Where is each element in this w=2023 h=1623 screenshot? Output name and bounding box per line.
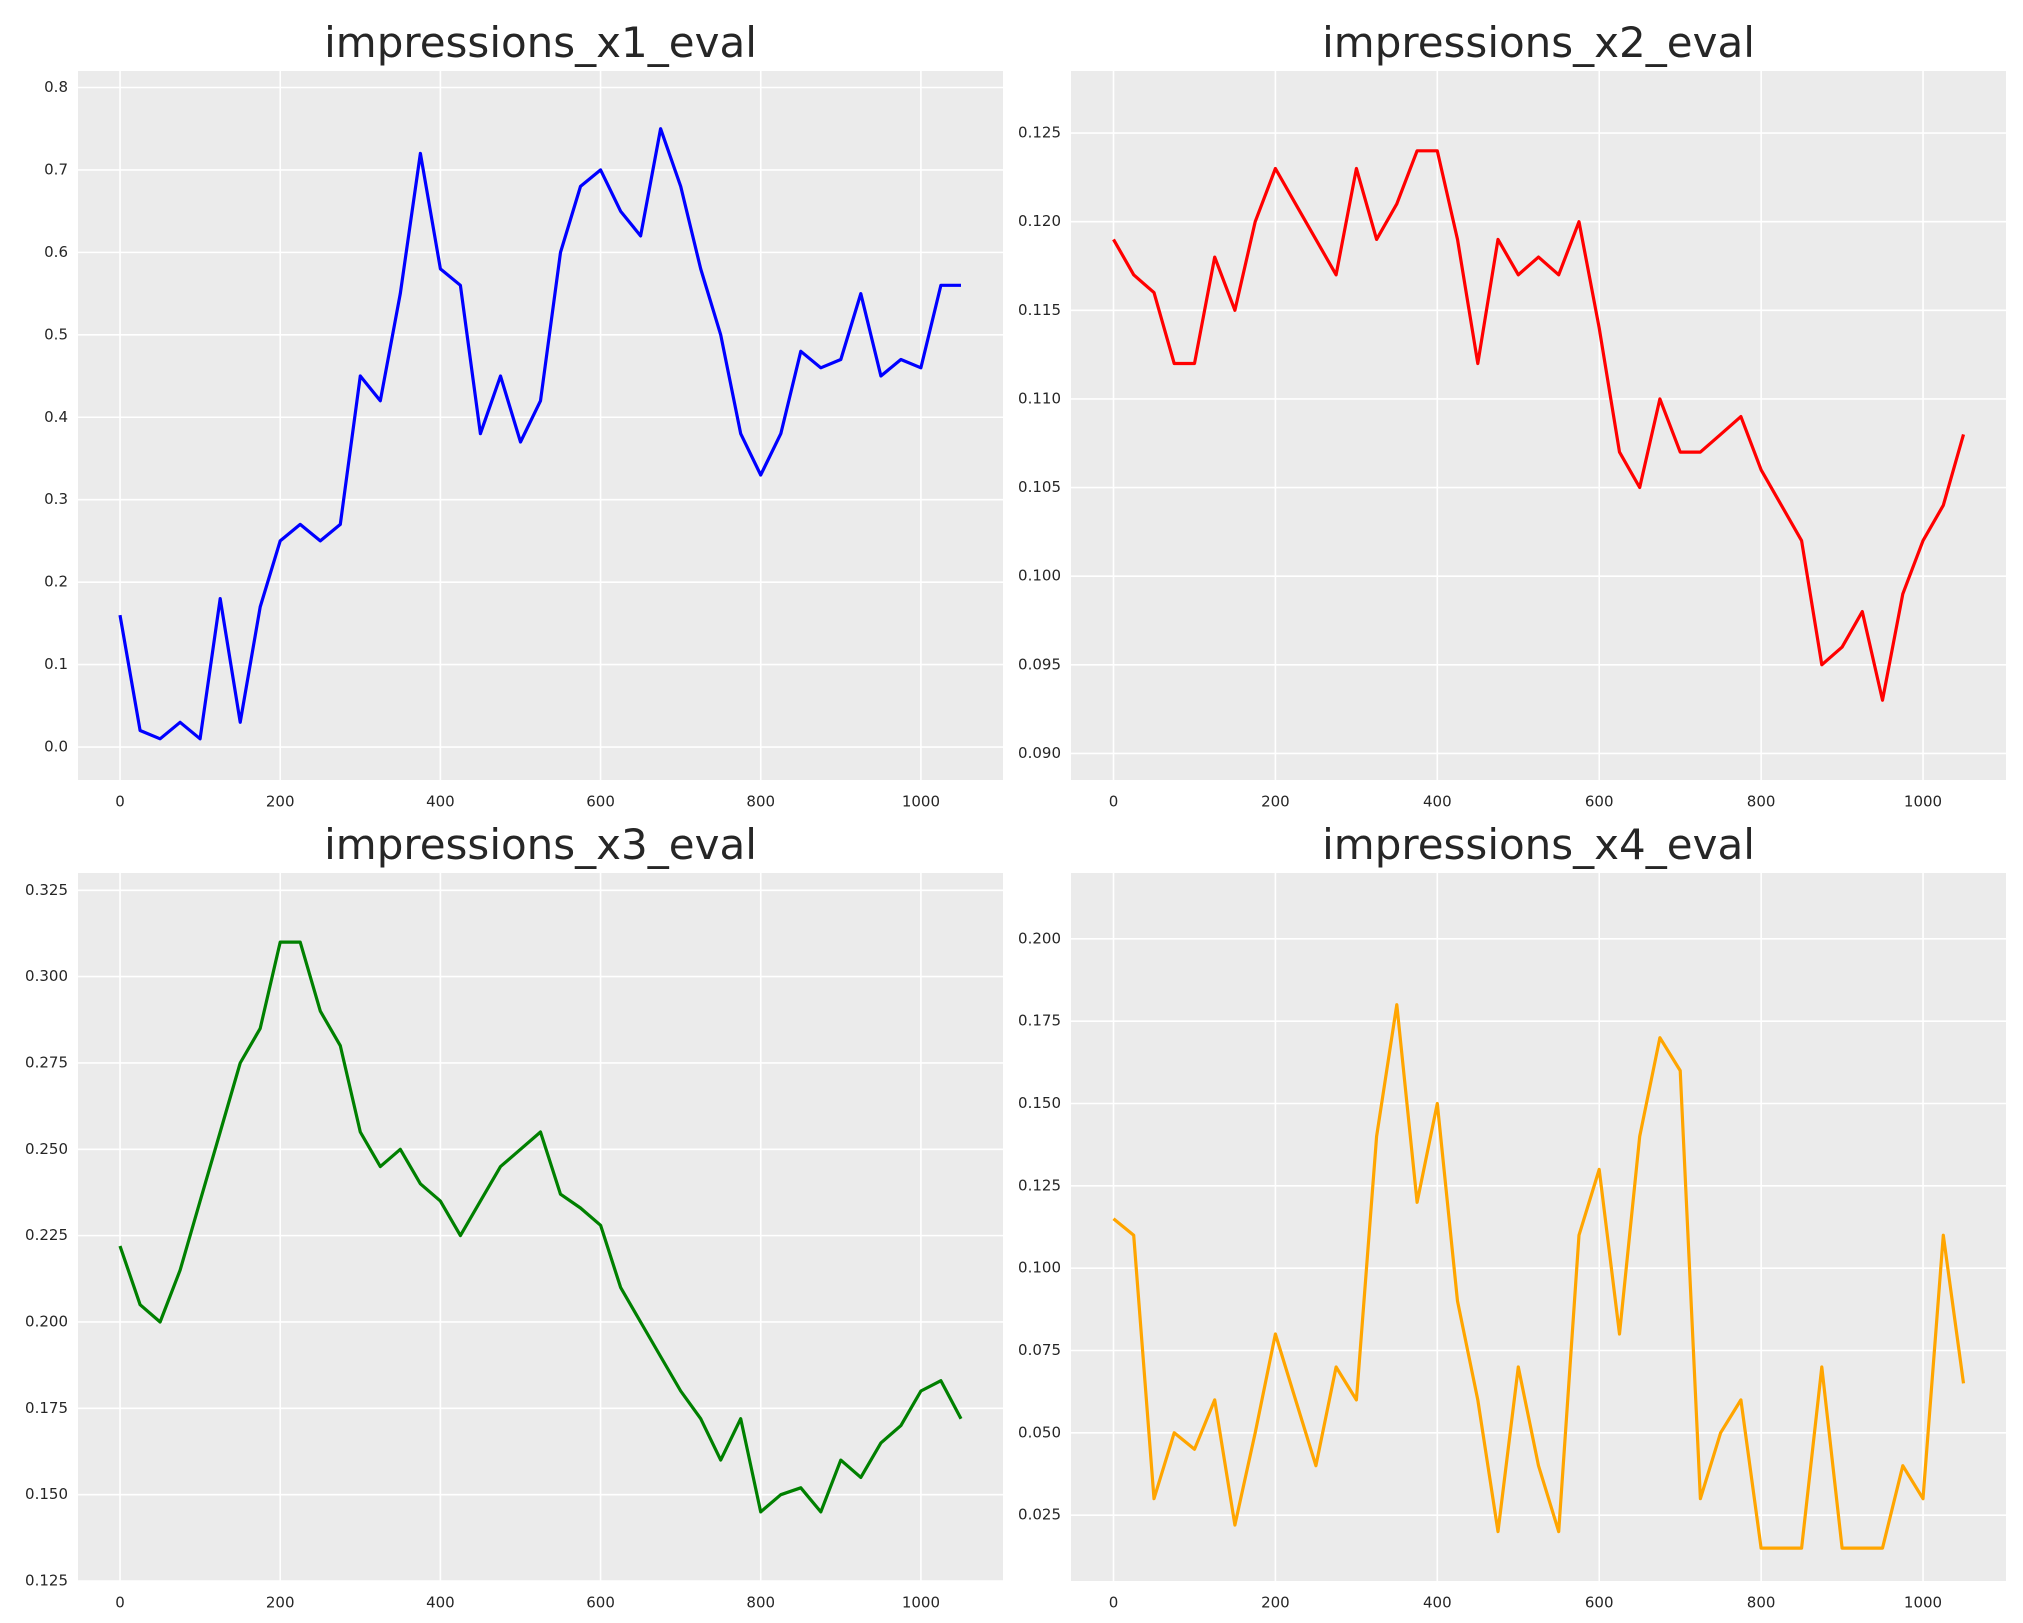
x-tick-label: 800 — [746, 793, 775, 811]
x-tick-label: 200 — [266, 793, 295, 811]
y-tick-label: 0.3 — [44, 490, 68, 508]
y-tick-label: 0.4 — [44, 408, 68, 426]
x-tick-label: 1000 — [1904, 1594, 1942, 1612]
x-tick-label: 200 — [266, 1594, 295, 1612]
y-tick-label: 0.250 — [25, 1140, 68, 1158]
y-tick-label: 0.2 — [44, 573, 68, 591]
y-tick-label: 0.225 — [25, 1226, 68, 1244]
y-tick-label: 0.090 — [1018, 744, 1061, 762]
plot-area — [78, 873, 1003, 1581]
y-tick-label: 0.6 — [44, 243, 68, 261]
x-tick-label: 0 — [1109, 793, 1119, 811]
y-tick-label: 0.8 — [44, 78, 68, 96]
x-tick-label: 600 — [1585, 793, 1614, 811]
y-tick-label: 0.025 — [1018, 1506, 1061, 1524]
y-tick-label: 0.120 — [1018, 212, 1061, 230]
x-tick-label: 1000 — [902, 793, 940, 811]
x-tick-label: 400 — [1423, 793, 1452, 811]
x-tick-label: 600 — [586, 1594, 615, 1612]
chart-title: impressions_x4_eval — [1322, 820, 1755, 869]
y-tick-label: 0.200 — [1018, 929, 1061, 947]
y-tick-label: 0.5 — [44, 325, 68, 343]
x-tick-label: 0 — [115, 793, 125, 811]
x-tick-label: 200 — [1261, 1594, 1290, 1612]
y-tick-label: 0.105 — [1018, 478, 1061, 496]
x-tick-label: 800 — [1747, 793, 1776, 811]
x-tick-label: 1000 — [902, 1594, 940, 1612]
plot-area — [1071, 873, 2006, 1581]
plot-area — [78, 71, 1003, 780]
y-tick-label: 0.275 — [25, 1053, 68, 1071]
y-tick-label: 0.150 — [1018, 1094, 1061, 1112]
y-tick-label: 0.115 — [1018, 301, 1061, 319]
y-tick-label: 0.150 — [25, 1485, 68, 1503]
y-tick-label: 0.100 — [1018, 1259, 1061, 1277]
x-tick-label: 400 — [426, 1594, 455, 1612]
x-tick-label: 0 — [1109, 1594, 1119, 1612]
chart-title: impressions_x1_eval — [324, 18, 757, 67]
data-line — [1112, 149, 1966, 702]
y-tick-label: 0.075 — [1018, 1341, 1061, 1359]
y-tick-label: 0.200 — [25, 1312, 68, 1330]
x-tick-label: 400 — [426, 793, 455, 811]
x-tick-label: 600 — [586, 793, 615, 811]
y-tick-label: 0.175 — [25, 1399, 68, 1417]
y-tick-label: 0.110 — [1018, 389, 1061, 407]
x-tick-label: 800 — [746, 1594, 775, 1612]
data-line — [118, 940, 963, 1514]
y-tick-label: 0.100 — [1018, 567, 1061, 585]
y-tick-label: 0.325 — [25, 881, 68, 899]
plot-area — [1071, 71, 2006, 780]
x-tick-label: 800 — [1747, 1594, 1776, 1612]
y-tick-label: 0.175 — [1018, 1012, 1061, 1030]
y-tick-label: 0.125 — [1018, 124, 1061, 142]
y-tick-label: 0.1 — [44, 655, 68, 673]
chart-title: impressions_x2_eval — [1322, 18, 1755, 67]
y-tick-label: 0.050 — [1018, 1423, 1061, 1441]
data-line — [1112, 1003, 1966, 1550]
x-tick-label: 400 — [1423, 1594, 1452, 1612]
y-tick-label: 0.0 — [44, 738, 68, 756]
y-tick-label: 0.300 — [25, 967, 68, 985]
x-tick-label: 0 — [115, 1594, 125, 1612]
y-tick-label: 0.7 — [44, 160, 68, 178]
x-tick-label: 600 — [1585, 1594, 1614, 1612]
x-tick-label: 200 — [1261, 793, 1290, 811]
x-tick-label: 1000 — [1904, 793, 1942, 811]
data-line — [118, 127, 961, 741]
y-tick-label: 0.095 — [1018, 655, 1061, 673]
y-tick-label: 0.125 — [1018, 1176, 1061, 1194]
chart-title: impressions_x3_eval — [324, 820, 757, 869]
y-tick-label: 0.125 — [25, 1572, 68, 1590]
